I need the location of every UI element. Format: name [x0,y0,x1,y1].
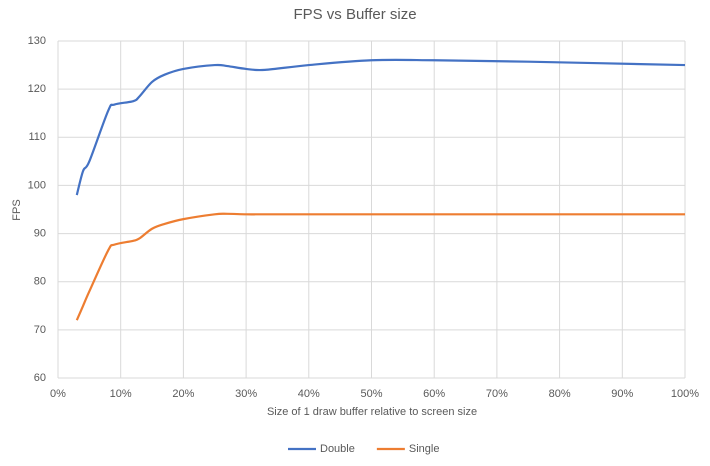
y-tick-label: 130 [28,35,46,47]
x-tick-label: 60% [423,388,445,400]
y-tick-label: 70 [34,324,46,336]
x-tick-label: 80% [549,388,571,400]
y-tick-label: 120 [28,83,46,95]
x-tick-label: 30% [235,388,257,400]
y-tick-label: 60 [34,372,46,384]
y-axis-label: FPS [11,199,23,220]
y-tick-label: 100 [28,179,46,191]
x-tick-label: 10% [110,388,132,400]
chart-title: FPS vs Buffer size [293,6,416,23]
data-line [75,58,686,196]
legend-label: Single [409,443,440,455]
legend-label: Double [320,443,355,455]
data-line [75,212,685,321]
x-tick-label: 0% [50,388,66,400]
x-tick-label: 70% [486,388,508,400]
x-tick-label: 50% [360,388,382,400]
x-tick-label: 20% [172,388,194,400]
y-tick-label: 110 [28,131,46,143]
x-tick-label: 100% [671,388,699,400]
y-tick-label: 90 [34,227,46,239]
x-axis-label: Size of 1 draw buffer relative to screen… [267,406,477,418]
y-tick-label: 80 [34,276,46,288]
x-tick-label: 40% [298,388,320,400]
x-tick-label: 90% [611,388,633,400]
